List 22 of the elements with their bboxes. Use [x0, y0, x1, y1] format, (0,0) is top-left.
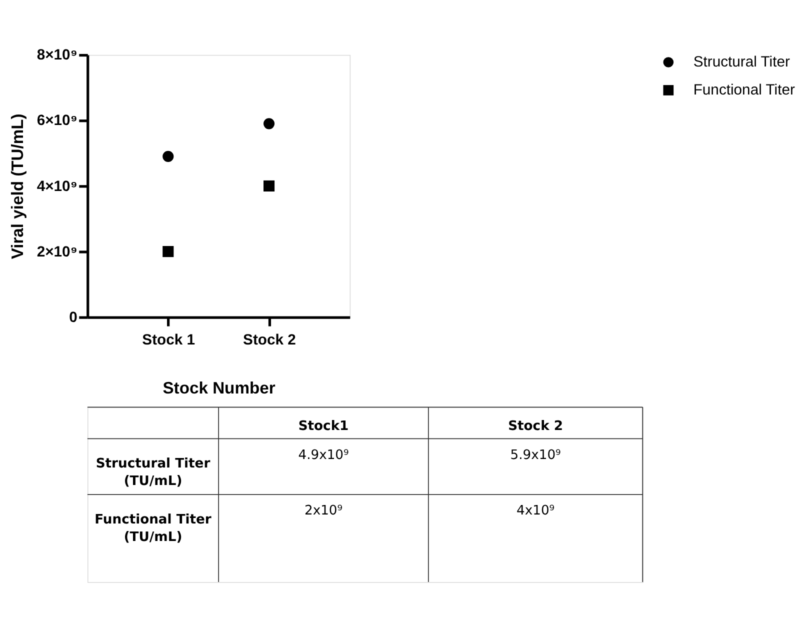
text: 4.9x10⁹ — [298, 448, 349, 463]
text: 5.9x10⁹ — [510, 448, 561, 463]
legend-label: Structural Titer — [693, 54, 790, 71]
text: Stock1 — [298, 418, 349, 434]
x-axis-title: Stock Number — [162, 378, 276, 398]
text: Structural Titer (TU/mL) — [96, 456, 211, 489]
x-tick-label: Stock 1 — [142, 332, 196, 349]
text: Functional Titer (TU/mL) — [94, 512, 212, 545]
y-tick-label: 8×10⁹ — [36, 48, 78, 64]
y-axis-title: Viral yield (TU/mL) — [8, 114, 27, 260]
text: Stock 2 — [508, 418, 563, 434]
y-tick-label: 4×10⁹ — [36, 178, 78, 195]
legend-label: Functional Titer — [693, 82, 795, 99]
text: 4x10⁹ — [516, 504, 555, 519]
point — [263, 118, 275, 130]
point — [162, 150, 174, 162]
y-tick-label: 0 — [69, 310, 78, 326]
y-tick-label: 6×10⁹ — [36, 113, 78, 130]
y-tick-label: 2×10⁹ — [36, 244, 78, 260]
point — [263, 180, 275, 192]
text: 2x10⁹ — [304, 504, 343, 519]
point — [162, 246, 174, 258]
